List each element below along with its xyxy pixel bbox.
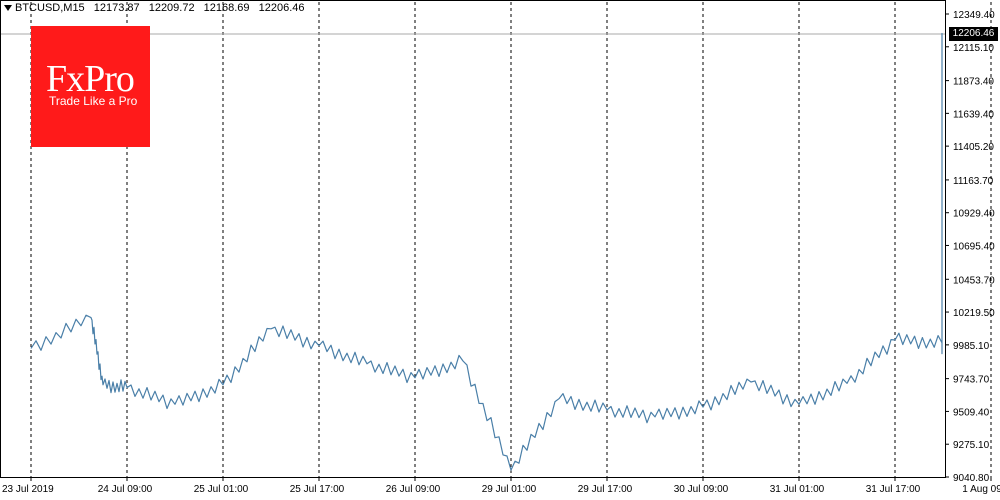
high-value: 12209.72 <box>148 2 195 14</box>
dropdown-triangle-icon[interactable] <box>4 5 12 12</box>
symbol-label: BTCUSD,M15 <box>15 2 85 14</box>
x-tick-label: 25 Jul 01:00 <box>194 484 249 495</box>
series-line <box>30 32 943 471</box>
x-tick-label: 29 Jul 01:00 <box>482 484 537 495</box>
y-tick-label: 12115.10 <box>953 43 994 54</box>
y-tick-label: 10929.40 <box>953 209 995 220</box>
x-tick-label: 30 Jul 09:00 <box>674 484 729 495</box>
x-tick-label: 31 Jul 17:00 <box>866 484 921 495</box>
plot-frame <box>0 0 946 478</box>
low-value: 12168.69 <box>203 2 250 14</box>
x-tick-label: 24 Jul 09:00 <box>98 484 153 495</box>
x-tick-label: 26 Jul 09:00 <box>386 484 441 495</box>
fxpro-logo: FxPro Trade Like a Pro <box>31 26 150 147</box>
x-tick-label: 25 Jul 17:00 <box>290 484 345 495</box>
y-tick-label: 9743.70 <box>953 375 990 386</box>
y-tick-label: 11163.70 <box>953 176 994 187</box>
chart-header: BTCUSD,M15 12173.87 12209.72 12168.69 12… <box>4 2 311 14</box>
y-tick-label: 10695.40 <box>953 241 995 252</box>
y-tick-label: 11405.20 <box>953 142 994 153</box>
x-tick-label: 23 Jul 2019 <box>2 484 54 495</box>
y-tick-label: 9275.10 <box>953 440 990 451</box>
y-tick-label: 11639.40 <box>953 109 994 120</box>
x-tick-label: 29 Jul 17:00 <box>578 484 633 495</box>
y-tick-label: 12349.40 <box>953 10 995 21</box>
close-value: 12206.46 <box>258 2 305 14</box>
y-tick-label: 9985.10 <box>953 341 990 352</box>
current-price-tag: 12206.46 <box>949 27 998 41</box>
x-tick-label: 1 Aug 09:00 <box>962 484 1000 495</box>
open-value: 12173.87 <box>93 2 140 14</box>
y-tick-label: 9509.40 <box>953 407 990 418</box>
x-tick-label: 31 Jul 01:00 <box>770 484 825 495</box>
logo-tagline: Trade Like a Pro <box>49 94 138 108</box>
y-tick-label: 10219.50 <box>953 308 995 319</box>
y-tick-label: 9040.80 <box>953 473 990 484</box>
y-tick-label: 11873.40 <box>953 77 994 88</box>
logo-brand: FxPro <box>46 58 135 100</box>
y-tick-label: 10453.70 <box>953 275 995 286</box>
